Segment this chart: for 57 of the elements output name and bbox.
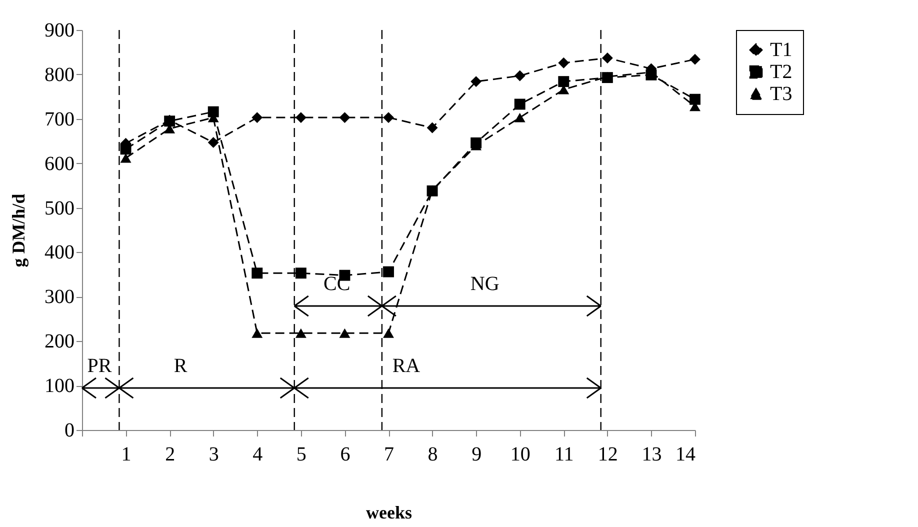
x-tick-label: 2 <box>165 444 176 466</box>
y-tick-label: 200 <box>44 330 74 353</box>
point <box>383 328 394 338</box>
x-tick-label: 5 <box>296 444 306 466</box>
x-tick-label: 13 <box>642 444 662 466</box>
annotation: R <box>174 355 188 377</box>
y-tick-label: 700 <box>44 108 74 130</box>
x-tick-label: 7 <box>384 444 394 466</box>
point <box>602 52 613 64</box>
x-tick-label: 1 <box>121 444 132 466</box>
x-tick-label: 6 <box>340 444 350 466</box>
point <box>690 54 700 65</box>
point <box>690 94 700 105</box>
point <box>295 268 306 279</box>
legend-label: T2 <box>770 61 792 83</box>
point <box>426 122 438 134</box>
y-tick-label: 600 <box>44 152 74 175</box>
y-axis-title: g DM/h/d <box>8 194 28 268</box>
x-tick-label: 3 <box>208 444 219 466</box>
point <box>252 268 263 279</box>
point <box>514 98 526 110</box>
annotation: NG <box>470 273 500 295</box>
y-tick-label: 300 <box>44 286 74 308</box>
point <box>252 112 263 124</box>
annotation: RA <box>392 355 421 377</box>
y-tick-label: 800 <box>44 64 74 86</box>
point <box>120 144 132 155</box>
x-tick-label: 12 <box>598 444 618 466</box>
x-axis-title: weeks <box>366 502 412 522</box>
y-tick-label: 500 <box>44 197 74 220</box>
x-tick-label: 8 <box>428 444 438 466</box>
y-tick-label: 0 <box>64 420 74 442</box>
y-tick-label: 100 <box>44 375 74 398</box>
point <box>383 112 394 124</box>
point <box>514 70 526 82</box>
point <box>558 76 570 88</box>
point <box>514 112 526 122</box>
point <box>558 57 570 68</box>
y-tick-label: 900 <box>44 20 74 42</box>
x-tick-label: 11 <box>554 444 574 466</box>
point <box>339 112 350 124</box>
point <box>295 328 306 338</box>
point <box>295 112 306 124</box>
point <box>252 328 263 338</box>
point <box>470 76 482 88</box>
point <box>120 153 132 163</box>
point <box>383 266 394 278</box>
x-tick-label: 9 <box>472 444 482 466</box>
legend-label: T3 <box>770 83 792 105</box>
point <box>208 136 219 148</box>
point <box>339 328 350 338</box>
x-tick-label: 10 <box>510 444 530 466</box>
y-tick-label: 400 <box>44 242 74 264</box>
x-tick-label: 4 <box>252 444 263 466</box>
annotation: PR <box>87 355 112 377</box>
x-tick-label: 14 <box>676 444 696 466</box>
legend-label: T1 <box>770 39 792 61</box>
